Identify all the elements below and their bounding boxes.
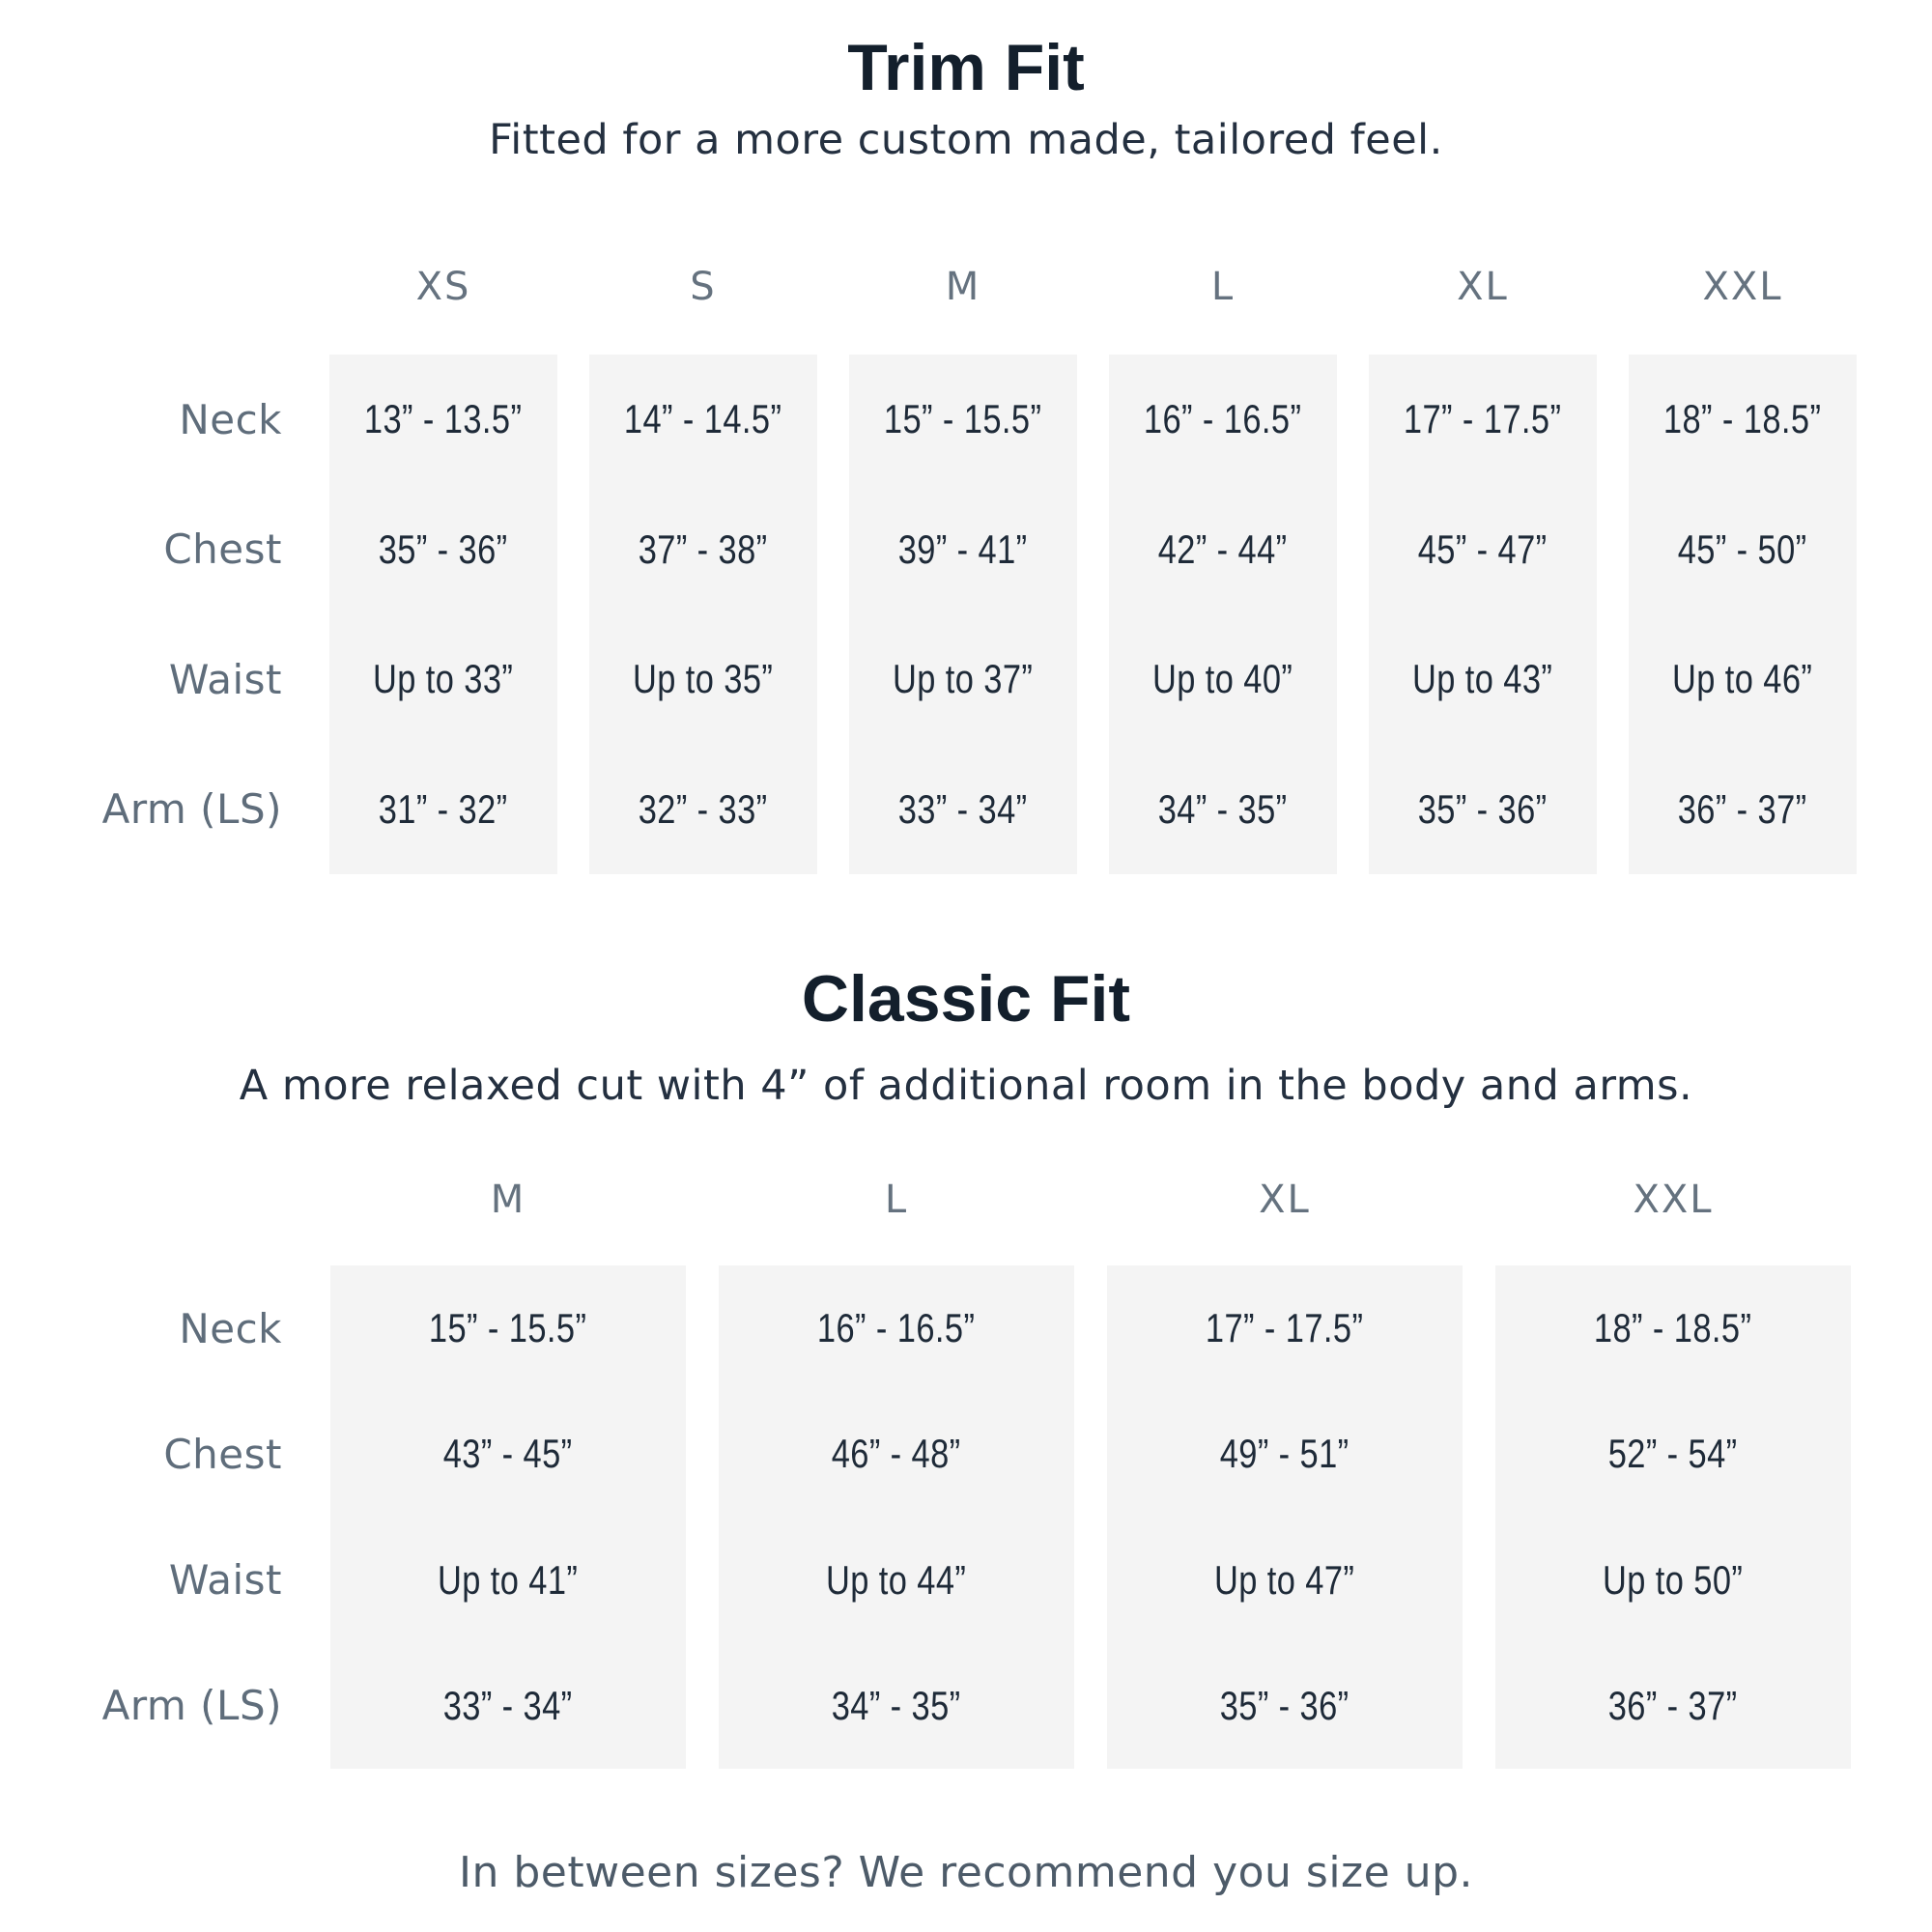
size-chart-table: XS S M L XL XXL Neck Chest Waist Arm (LS…	[0, 266, 1932, 874]
size-value-cell: Up to 47”	[1214, 1556, 1355, 1603]
size-header-row: XS S M L XL XXL	[0, 266, 1932, 308]
size-value-cell: 49” - 51”	[1220, 1431, 1350, 1477]
size-value-cell: 34” - 35”	[832, 1682, 961, 1728]
size-value-cell: 34” - 35”	[1158, 785, 1288, 832]
size-value-cell: 16” - 16.5”	[817, 1305, 976, 1351]
size-column-xs: 13” - 13.5” 35” - 36” Up to 33” 31” - 32…	[329, 355, 557, 874]
row-labels-column: Neck Chest Waist Arm (LS)	[0, 355, 298, 874]
size-column-header: S	[690, 265, 717, 309]
row-label: Neck	[179, 1304, 282, 1352]
size-value-cell: Up to 46”	[1672, 656, 1813, 702]
size-column-m: 15” - 15.5” 43” - 45” Up to 41” 33” - 34…	[330, 1265, 686, 1769]
size-value-cell: 52” - 54”	[1608, 1431, 1738, 1477]
size-value-cell: 18” - 18.5”	[1663, 396, 1822, 442]
size-value-cell: 18” - 18.5”	[1594, 1305, 1752, 1351]
size-chart-table: M L XL XXL Neck Chest Waist Arm (LS) 15”…	[0, 1179, 1932, 1769]
size-value-cell: Up to 43”	[1412, 656, 1553, 702]
row-label: Arm (LS)	[101, 785, 282, 834]
row-label-spacer	[0, 1179, 298, 1221]
row-label-spacer	[0, 266, 298, 308]
size-value-cell: 15” - 15.5”	[884, 396, 1042, 442]
row-label: Chest	[163, 1430, 282, 1478]
size-column-header: XXL	[1633, 1178, 1714, 1222]
size-column-s: 14” - 14.5” 37” - 38” Up to 35” 32” - 33…	[589, 355, 817, 874]
size-value-cell: 16” - 16.5”	[1144, 396, 1302, 442]
size-value-cell: 32” - 33”	[639, 785, 768, 832]
size-value-cell: 33” - 34”	[443, 1682, 573, 1728]
size-column-header: XL	[1259, 1178, 1311, 1222]
size-value-cell: Up to 50”	[1603, 1556, 1744, 1603]
size-column-xl: 17” - 17.5” 45” - 47” Up to 43” 35” - 36…	[1369, 355, 1597, 874]
size-value-cell: 13” - 13.5”	[364, 396, 523, 442]
size-value-cell: 35” - 36”	[1418, 785, 1548, 832]
size-value-cell: 36” - 37”	[1608, 1682, 1738, 1728]
size-value-cell: 35” - 36”	[1220, 1682, 1350, 1728]
section-title: Trim Fit	[847, 31, 1085, 104]
size-column-header: M	[945, 265, 981, 309]
size-column-header: XS	[415, 265, 471, 309]
size-value-cell: 46” - 48”	[832, 1431, 961, 1477]
size-value-cell: 35” - 36”	[379, 526, 508, 572]
size-value-cell: Up to 37”	[893, 656, 1034, 702]
size-value-cell: 31” - 32”	[379, 785, 508, 832]
size-chart-body: Neck Chest Waist Arm (LS) 15” - 15.5” 43…	[0, 1265, 1932, 1769]
row-labels-column: Neck Chest Waist Arm (LS)	[0, 1265, 298, 1769]
row-label: Waist	[168, 655, 282, 703]
size-column-header: XL	[1457, 265, 1509, 309]
size-value-cell: 43” - 45”	[443, 1431, 573, 1477]
size-column-header: XXL	[1702, 265, 1783, 309]
size-value-cell: Up to 44”	[826, 1556, 967, 1603]
size-value-cell: 36” - 37”	[1678, 785, 1807, 832]
size-value-cell: Up to 40”	[1152, 656, 1293, 702]
size-column-l: 16” - 16.5” 42” - 44” Up to 40” 34” - 35…	[1109, 355, 1337, 874]
size-value-cell: 37” - 38”	[639, 526, 768, 572]
size-value-cell: 17” - 17.5”	[1404, 396, 1562, 442]
size-value-cell: 14” - 14.5”	[624, 396, 782, 442]
section-title: Classic Fit	[801, 962, 1131, 1036]
size-column-xl: 17” - 17.5” 49” - 51” Up to 47” 35” - 36…	[1107, 1265, 1463, 1769]
size-value-cell: Up to 41”	[438, 1556, 579, 1603]
size-value-cell: 45” - 50”	[1678, 526, 1807, 572]
size-column-m: 15” - 15.5” 39” - 41” Up to 37” 33” - 34…	[849, 355, 1077, 874]
size-value-cell: 17” - 17.5”	[1206, 1305, 1364, 1351]
size-value-cell: 15” - 15.5”	[429, 1305, 587, 1351]
size-value-cell: 39” - 41”	[898, 526, 1028, 572]
size-column-header: L	[884, 1178, 909, 1222]
size-column-l: 16” - 16.5” 46” - 48” Up to 44” 34” - 35…	[719, 1265, 1074, 1769]
size-header-row: M L XL XXL	[0, 1179, 1932, 1221]
size-column-header: M	[490, 1178, 526, 1222]
section-subtitle: Fitted for a more custom made, tailored …	[489, 116, 1443, 164]
size-value-cell: 45” - 47”	[1418, 526, 1548, 572]
classic-fit-section: Classic Fit A more relaxed cut with 4” o…	[0, 966, 1932, 1769]
size-value-cell: 33” - 34”	[898, 785, 1028, 832]
footer-note: In between sizes? We recommend you size …	[459, 1848, 1473, 1897]
row-label: Neck	[179, 395, 282, 443]
size-chart-body: Neck Chest Waist Arm (LS) 13” - 13.5” 35…	[0, 355, 1932, 874]
size-column-xxl: 18” - 18.5” 45” - 50” Up to 46” 36” - 37…	[1629, 355, 1857, 874]
size-column-header: L	[1210, 265, 1236, 309]
size-value-cell: Up to 35”	[633, 656, 774, 702]
row-label: Chest	[163, 526, 282, 574]
row-label: Waist	[168, 1556, 282, 1605]
size-value-cell: Up to 33”	[373, 656, 514, 702]
size-column-xxl: 18” - 18.5” 52” - 54” Up to 50” 36” - 37…	[1495, 1265, 1851, 1769]
row-label: Arm (LS)	[101, 1682, 282, 1730]
section-subtitle: A more relaxed cut with 4” of additional…	[239, 1062, 1693, 1110]
trim-fit-section: Trim Fit Fitted for a more custom made, …	[0, 35, 1932, 874]
size-value-cell: 42” - 44”	[1158, 526, 1288, 572]
